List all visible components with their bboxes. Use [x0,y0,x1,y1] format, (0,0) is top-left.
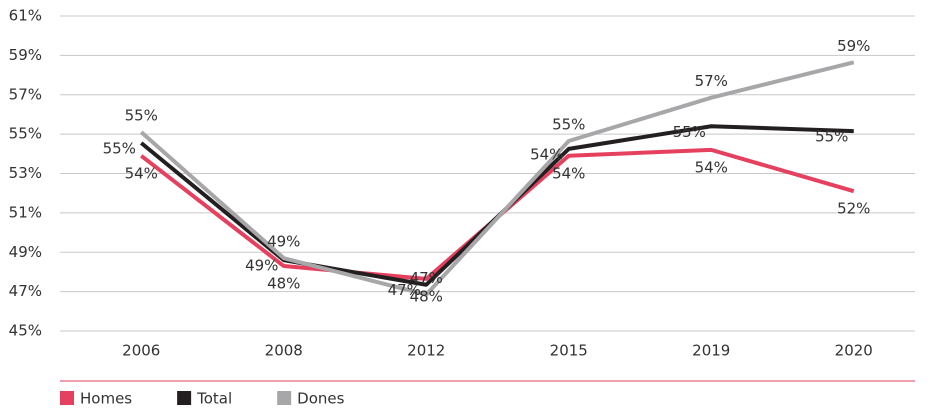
data-label: 49% [267,233,300,251]
data-label: 55% [673,123,706,141]
data-label: 48% [267,275,300,293]
data-label: 54% [530,145,563,163]
x-tick-label: 2008 [265,342,303,360]
y-tick-label: 55% [9,125,42,143]
legend-label: Dones [297,390,344,408]
data-label: 47% [410,269,443,287]
data-label: 55% [103,139,136,157]
x-tick-label: 2006 [122,342,160,360]
x-tick-label: 2012 [407,342,445,360]
legend-label: Total [196,390,232,408]
data-label: 47% [388,281,421,299]
y-tick-label: 59% [9,46,42,64]
legend-swatch [177,391,192,405]
data-label: 57% [695,72,728,90]
legend-swatch [60,391,74,405]
data-label: 54% [552,164,585,182]
data-label: 52% [837,200,870,218]
data-label: 55% [815,128,848,146]
data-label: 55% [125,107,158,125]
legend-swatch [277,391,292,405]
x-tick-label: 2019 [692,342,730,360]
data-label: 55% [552,116,585,134]
data-label: 54% [695,158,728,176]
y-tick-label: 57% [9,85,42,103]
y-tick-label: 61% [9,7,42,25]
data-label: 49% [245,257,278,275]
legend-label: Homes [80,390,132,408]
y-tick-label: 47% [9,282,42,300]
x-tick-label: 2020 [835,342,873,360]
series-line [139,60,855,297]
y-tick-label: 45% [9,322,42,340]
y-tick-label: 51% [9,203,42,221]
x-tick-label: 2015 [550,342,588,360]
data-label: 59% [837,37,870,55]
y-tick-label: 53% [9,164,42,182]
y-tick-label: 49% [9,243,42,261]
data-label: 48% [410,287,443,305]
data-label: 54% [125,164,158,182]
